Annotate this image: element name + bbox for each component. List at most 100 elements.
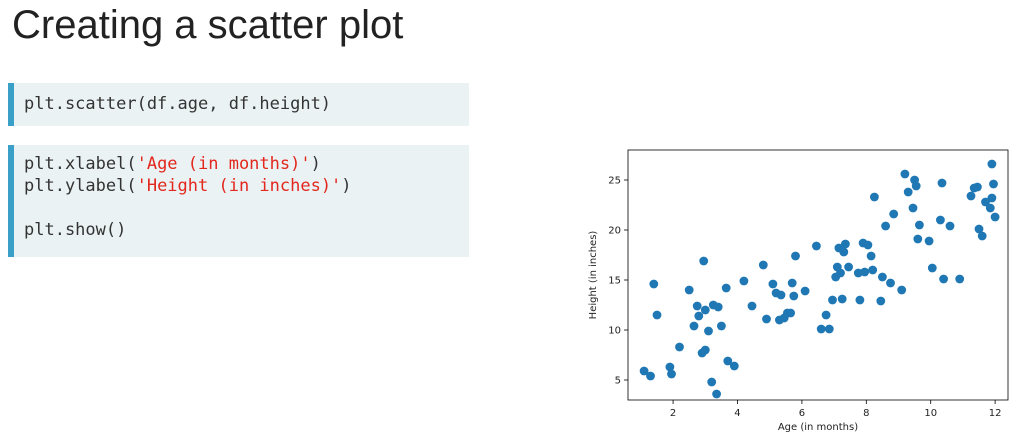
y-tick-label: 5	[615, 376, 621, 387]
scatter-point	[936, 215, 945, 225]
scatter-point	[937, 178, 947, 188]
scatter-point	[837, 294, 847, 304]
x-tick-label: 4	[734, 408, 740, 419]
scatter-point	[989, 179, 998, 189]
scatter-chart: 2 4 6 8 10 12 5 10 15 20 25 Age (in months) Heigh…	[588, 149, 1009, 432]
scatter-point	[684, 285, 694, 295]
scatter-point	[821, 310, 831, 320]
scatter-point	[699, 256, 709, 266]
scatter-point	[866, 251, 876, 261]
scatter-point	[889, 209, 899, 219]
scatter-point	[789, 291, 799, 301]
scatter-point	[712, 389, 721, 399]
scatter-point	[927, 263, 937, 273]
y-axis-label: Height (in inches)	[588, 231, 599, 320]
scatter-point	[924, 236, 934, 246]
scatter-point	[985, 203, 995, 213]
slide-title: Creating a scatter plot	[12, 3, 404, 47]
scatter-point	[768, 279, 778, 289]
code-punctuation: )	[310, 154, 321, 174]
scatter-point	[667, 369, 676, 379]
scatter-point	[974, 224, 984, 234]
scatter-point	[721, 283, 731, 293]
scatter-point	[876, 296, 886, 306]
x-tick-label: 12	[989, 408, 1002, 419]
scatter-point	[844, 262, 853, 272]
y-tick-label: 20	[608, 226, 621, 237]
scatter-point	[868, 265, 878, 275]
scatter-point	[939, 274, 948, 284]
scatter-point	[713, 302, 723, 312]
scatter-point	[886, 278, 895, 288]
scatter-point	[700, 305, 710, 315]
y-tick-label: 15	[608, 276, 621, 287]
scatter-point	[973, 182, 982, 192]
scatter-point	[915, 220, 924, 230]
x-tick-label: 8	[863, 408, 869, 419]
scatter-point	[739, 276, 749, 286]
scatter-point	[652, 310, 662, 320]
code-blank-line	[24, 197, 469, 219]
scatter-point	[707, 377, 717, 387]
scatter-point	[762, 314, 771, 324]
scatter-point	[646, 371, 655, 381]
scatter-point	[878, 272, 887, 282]
scatter-point	[881, 221, 890, 231]
x-axis-label: Age (in months)	[778, 422, 858, 432]
scatter-point	[639, 366, 649, 376]
scatter-point	[729, 361, 739, 371]
plot-area	[627, 149, 1009, 401]
x-tick-label: 2	[670, 408, 676, 419]
scatter-point	[816, 324, 826, 334]
scatter-point	[649, 279, 659, 289]
scatter-point	[913, 234, 923, 244]
code-block-scatter: plt.scatter(df.age, df.height)	[8, 83, 469, 126]
scatter-point	[787, 278, 797, 288]
scatter-point	[694, 311, 704, 321]
scatter-point	[977, 231, 987, 241]
scatter-point	[870, 192, 879, 202]
scatter-point	[812, 241, 821, 251]
code-function: plt.ylabel(	[24, 176, 137, 196]
code-string: 'Age (in months)'	[136, 154, 311, 174]
scatter-point	[945, 221, 955, 231]
scatter-point	[955, 274, 965, 284]
scatter-point	[717, 321, 726, 331]
scatter-point	[824, 324, 834, 334]
scatter-point	[981, 197, 990, 207]
scatter-point	[800, 286, 810, 296]
code-line-scatter: plt.scatter(df.age, df.height)	[24, 94, 332, 114]
scatter-point	[903, 187, 913, 197]
scatter-point	[786, 308, 795, 318]
scatter-point	[860, 267, 870, 277]
scatter-point	[855, 295, 865, 305]
code-punctuation: )	[341, 176, 352, 196]
scatter-point	[908, 203, 918, 213]
scatter-point	[987, 193, 997, 203]
y-tick-label: 25	[608, 176, 621, 187]
scatter-point	[987, 159, 997, 169]
code-line-xlabel: plt.xlabel('Age (in months)')	[24, 153, 469, 175]
code-line-show: plt.show()	[24, 220, 127, 240]
scatter-point	[897, 285, 907, 295]
x-tick-label: 10	[924, 408, 937, 419]
y-tick-label: 10	[608, 326, 621, 337]
scatter-point	[863, 240, 873, 250]
scatter-point	[966, 191, 976, 201]
scatter-point	[692, 301, 702, 311]
x-tick-label: 6	[799, 408, 805, 419]
scatter-point	[900, 169, 910, 179]
x-axis: 2 4 6 8 10 12	[670, 400, 1002, 419]
code-line-ylabel: plt.ylabel('Height (in inches)')	[24, 175, 469, 197]
scatter-point	[828, 295, 837, 305]
scatter-point	[689, 321, 699, 331]
scatter-point	[776, 290, 786, 300]
scatter-point	[839, 247, 849, 257]
scatter-points	[639, 159, 1000, 399]
scatter-point	[791, 251, 800, 261]
scatter-point	[675, 342, 684, 352]
scatter-point	[700, 345, 710, 355]
scatter-point	[841, 239, 850, 249]
scatter-point	[758, 260, 768, 270]
scatter-point	[911, 181, 921, 191]
